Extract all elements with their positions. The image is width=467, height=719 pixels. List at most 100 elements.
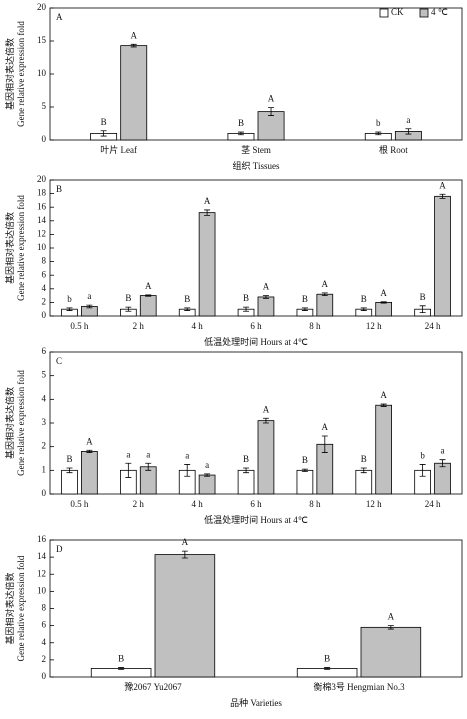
y-label: Gene relative expression fold — [16, 555, 26, 661]
x-label: 组织 Tissues — [233, 160, 280, 171]
error-bar — [380, 301, 387, 304]
x-tick-label: 豫2067 Yu2067 — [124, 681, 182, 692]
bar — [198, 474, 216, 495]
significance-letter: A — [388, 612, 395, 622]
y-tick-label: 16 — [37, 534, 47, 544]
x-tick-label: 8 h — [309, 499, 321, 509]
y-label: Gene relative expression fold — [16, 370, 26, 476]
y-tick-label: 15 — [37, 35, 47, 45]
x-tick-label: 叶片 Leaf — [100, 144, 137, 155]
y-label: 基因相对表达倍数 — [4, 572, 15, 644]
error-bar — [204, 209, 211, 216]
error-bar — [360, 307, 367, 311]
significance-letter: A — [182, 537, 189, 547]
x-tick-label: 茎 Stem — [241, 144, 271, 155]
y-tick-label: 0 — [42, 310, 47, 320]
x-tick-label: 2 h — [133, 499, 145, 509]
x-tick-label: 0.5 h — [70, 321, 89, 331]
bar — [81, 450, 98, 495]
panel-label: C — [56, 356, 62, 366]
x-tick-label: 衡棉3号 Hengmian No.3 — [313, 681, 405, 692]
legend-label: 4 ℃ — [431, 7, 448, 17]
bar — [434, 195, 451, 317]
significance-letter: a — [126, 449, 130, 459]
significance-letter: a — [406, 115, 410, 125]
bar — [139, 295, 157, 317]
error-bar — [125, 306, 132, 312]
significance-letter: b — [67, 294, 72, 304]
significance-letter: a — [87, 291, 91, 301]
y-tick-label: 4 — [42, 637, 47, 647]
error-bar — [100, 130, 107, 137]
y-tick-label: 14 — [37, 551, 47, 561]
x-tick-label: 8 h — [309, 321, 321, 331]
error-bar — [125, 462, 132, 478]
y-tick-label: 5 — [42, 370, 47, 380]
error-bar — [66, 307, 73, 311]
error-bar — [387, 625, 394, 630]
error-bar — [184, 464, 191, 477]
x-label: 品种 Varieties — [230, 697, 282, 708]
significance-letter: B — [302, 455, 308, 465]
y-tick-label: 6 — [42, 620, 47, 630]
significance-letter: A — [322, 422, 329, 432]
significance-letter: A — [86, 436, 93, 446]
y-tick-label: 16 — [37, 201, 47, 211]
y-tick-label: 1 — [42, 464, 47, 474]
significance-letter: B — [66, 454, 72, 464]
significance-letter: B — [243, 454, 249, 464]
bar — [296, 469, 314, 495]
bar — [154, 554, 216, 678]
x-label: 低温处理时间 Hours at 4℃ — [204, 514, 308, 525]
bar — [120, 45, 148, 141]
y-tick-label: 2 — [42, 654, 47, 664]
y-tick-label: 8 — [42, 603, 47, 613]
x-tick-label: 根 Root — [379, 144, 408, 155]
error-bar — [145, 462, 152, 471]
y-tick-label: 10 — [37, 68, 47, 78]
error-bar — [130, 43, 137, 48]
significance-letter: B — [101, 117, 107, 127]
significance-letter: A — [145, 281, 152, 291]
significance-letter: A — [263, 282, 270, 292]
bar — [355, 469, 373, 495]
y-tick-label: 10 — [37, 242, 47, 252]
x-tick-label: 24 h — [425, 499, 441, 509]
error-bar — [204, 473, 211, 477]
x-tick-label: 12 h — [366, 321, 382, 331]
significance-letter: A — [380, 288, 387, 298]
significance-letter: B — [420, 292, 426, 302]
significance-letter: B — [118, 654, 124, 664]
significance-letter: B — [184, 294, 190, 304]
y-label: 基因相对表达倍数 — [4, 212, 15, 284]
error-bar — [380, 403, 387, 407]
error-bar — [145, 294, 152, 297]
significance-letter: B — [324, 654, 330, 664]
y-tick-label: 4 — [42, 393, 47, 403]
bar — [61, 469, 78, 495]
x-tick-label: 0.5 h — [70, 499, 89, 509]
error-bar — [118, 667, 125, 670]
error-bar — [262, 295, 269, 299]
bar — [434, 462, 451, 495]
y-tick-label: 8 — [42, 256, 47, 266]
bar — [237, 469, 255, 495]
panel-label: D — [56, 544, 63, 554]
significance-letter: A — [204, 196, 211, 206]
significance-letter: a — [146, 449, 150, 459]
significance-letter: B — [125, 293, 131, 303]
x-tick-label: 6 h — [250, 321, 262, 331]
y-tick-label: 20 — [37, 2, 47, 12]
y-label: Gene relative expression fold — [16, 21, 26, 127]
y-tick-label: 0 — [42, 671, 47, 681]
error-bar — [375, 131, 382, 136]
significance-letter: A — [268, 94, 275, 104]
x-label: 低温处理时间 Hours at 4℃ — [204, 336, 308, 347]
error-bar — [301, 307, 308, 311]
y-tick-label: 5 — [42, 101, 47, 111]
error-bar — [439, 193, 446, 199]
x-tick-label: 6 h — [250, 499, 262, 509]
error-bar — [321, 435, 328, 453]
error-bar — [237, 131, 244, 136]
y-tick-label: 18 — [37, 188, 47, 198]
